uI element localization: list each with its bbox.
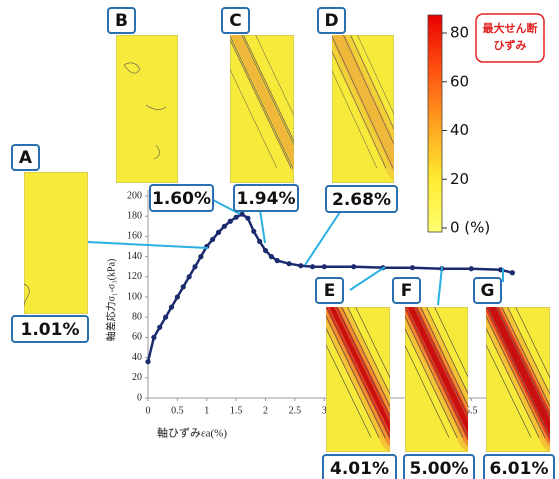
x-tick-label: 1 [204, 405, 209, 416]
image-background [24, 172, 88, 314]
colorbar-tick-label: 60 [450, 72, 469, 90]
data-point [216, 230, 221, 235]
colorbar-title: ひずみ [494, 38, 527, 52]
data-point [239, 212, 244, 217]
y-tick-label: 40 [132, 352, 142, 363]
data-point [245, 216, 250, 221]
data-point [228, 219, 233, 224]
connector [350, 267, 385, 290]
x-tick-label: 1.5 [230, 405, 243, 416]
data-point [275, 258, 280, 263]
figure: 軸差応力σ₁-σ₃(kPa) 軸ひずみεa(%) 020406080100120… [0, 0, 559, 479]
data-point [469, 266, 474, 271]
y-tick-label: 80 [132, 311, 142, 322]
x-tick-label: 0 [146, 405, 151, 416]
data-point [198, 254, 203, 259]
connector [260, 210, 265, 243]
panel-label: D [324, 11, 338, 31]
data-point [175, 294, 180, 299]
x-tick-label: 2.5 [289, 405, 302, 416]
strain-label: 1.60% [152, 189, 211, 209]
data-point [163, 315, 168, 320]
strain-image [305, 302, 419, 452]
data-point [234, 215, 239, 220]
data-point [322, 264, 327, 269]
x-tick-label: 2 [263, 405, 268, 416]
y-tick-label: 60 [132, 332, 142, 343]
y-tick-label: 0 [137, 392, 142, 403]
data-point [151, 335, 156, 340]
connector [305, 212, 340, 265]
y-tick-label: 20 [132, 372, 142, 383]
colorbar: 最大せん断 ひずみ 0 (%) 20 40 60 80 [428, 14, 544, 237]
strain-label: 2.68% [332, 190, 391, 210]
panel-label: F [401, 281, 413, 301]
data-point [263, 248, 268, 253]
x-axis-label: 軸ひずみεa(%) [157, 426, 227, 440]
data-point [257, 239, 262, 244]
colorbar-title: 最大せん断 [483, 21, 538, 35]
data-point [286, 261, 291, 266]
panel-label: B [115, 11, 128, 31]
x-tick-label: 0.5 [171, 405, 184, 416]
colorbar-tick-label: 0 (%) [450, 219, 490, 237]
panel-label: G [481, 281, 495, 301]
data-point [298, 263, 303, 268]
data-point [192, 264, 197, 269]
colorbar-tick-label: 20 [450, 170, 469, 188]
strain-image [313, 30, 419, 183]
data-point [181, 284, 186, 289]
data-point [157, 325, 162, 330]
strain-label: 1.01% [21, 320, 80, 340]
data-point [251, 229, 256, 234]
y-tick-label: 180 [127, 210, 142, 221]
data-point [410, 265, 415, 270]
image-background [116, 35, 178, 183]
data-point [269, 254, 274, 259]
strain-image [384, 302, 497, 452]
panel-label: A [19, 148, 33, 168]
panel-label: E [324, 281, 336, 301]
strain-label: 5.00% [410, 459, 469, 479]
strain-image [211, 30, 319, 183]
colorbar-tick-label: 80 [450, 24, 469, 42]
y-tick-label: 120 [127, 271, 142, 282]
data-point [210, 237, 215, 242]
strain-image [116, 35, 178, 183]
y-tick-label: 200 [127, 190, 142, 201]
data-point [351, 264, 356, 269]
panel-label: C [229, 11, 241, 31]
connector [438, 267, 442, 305]
data-point [187, 274, 192, 279]
y-axis-label: 軸差応力σ₁-σ₃(kPa) [104, 259, 117, 342]
strain-label: 1.94% [237, 189, 296, 209]
y-tick-label: 160 [127, 231, 142, 242]
data-point [222, 224, 227, 229]
data-point [510, 270, 515, 275]
strain-label: 6.01% [490, 459, 549, 479]
y-tick-label: 100 [127, 291, 142, 302]
data-point [310, 264, 315, 269]
y-tick-label: 140 [127, 251, 142, 262]
strain-image [24, 172, 88, 314]
strain-image [465, 302, 559, 452]
colorbar-tick-label: 40 [450, 121, 469, 139]
data-point [169, 305, 174, 310]
strain-label: 4.01% [330, 459, 389, 479]
colorbar-gradient [428, 15, 442, 232]
data-point [145, 359, 150, 364]
